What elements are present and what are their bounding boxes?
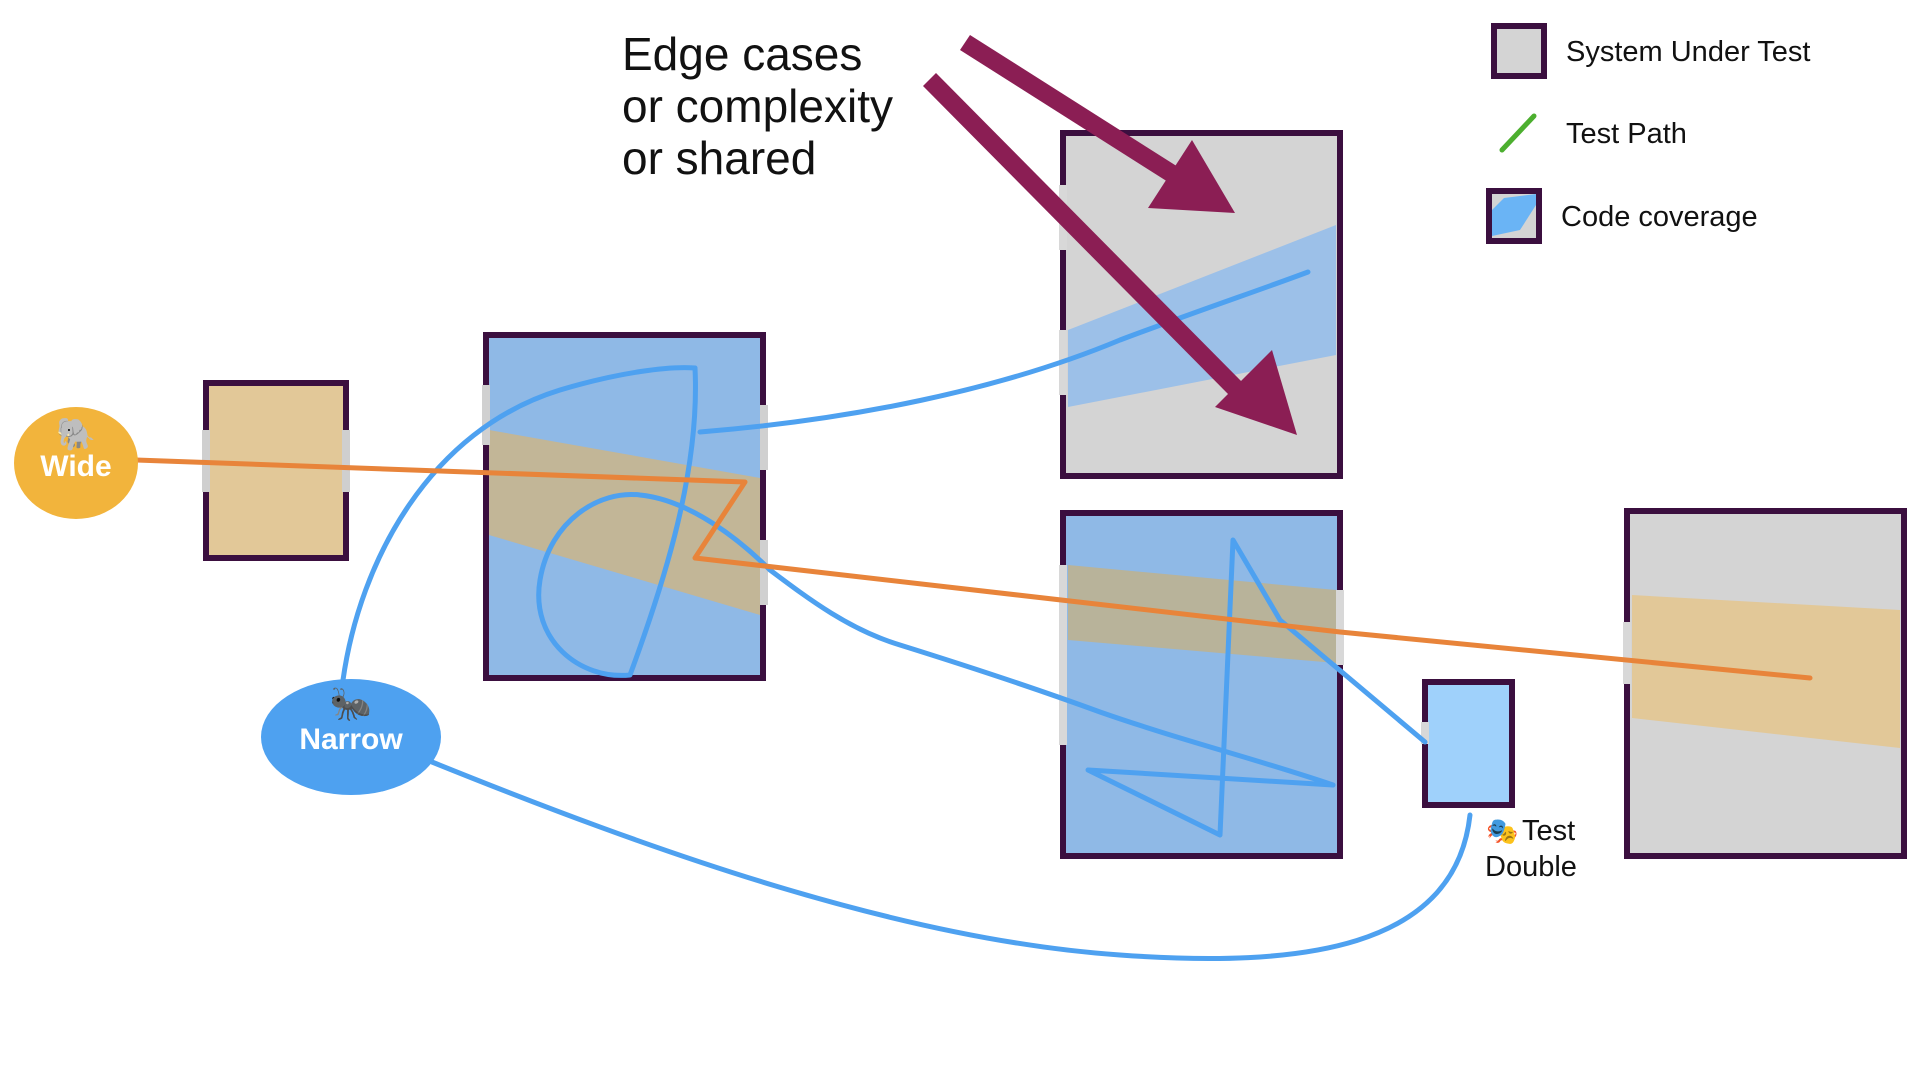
test-double-label: 🎭 Test Double xyxy=(1485,815,1577,883)
test-double-line-1: Test xyxy=(1522,815,1575,847)
legend-label-system: System Under Test xyxy=(1566,36,1810,68)
legend-label-coverage: Code coverage xyxy=(1561,201,1758,233)
test-double-box xyxy=(1421,679,1515,808)
narrow-label: Narrow xyxy=(299,723,403,756)
legend: System Under Test Test Path Code coverag… xyxy=(1486,23,1810,244)
test-double-line-2: Double xyxy=(1485,851,1577,883)
component-box-2 xyxy=(482,332,768,681)
theater-masks-icon: 🎭 xyxy=(1486,817,1518,847)
component-box-5 xyxy=(1623,508,1907,859)
legend-item-system: System Under Test xyxy=(1491,23,1810,79)
legend-label-test-path: Test Path xyxy=(1566,118,1687,150)
wide-label: Wide xyxy=(40,450,111,483)
annotation-line-1: Edge cases xyxy=(622,28,862,80)
green-line-icon xyxy=(1499,113,1537,153)
elephant-icon: 🐘 xyxy=(56,415,96,453)
system-box-icon xyxy=(1491,23,1547,79)
narrow-test-path xyxy=(340,269,1473,961)
narrow-badge: 🐜 Narrow xyxy=(261,679,441,795)
annotation-line-2: or complexity xyxy=(622,80,893,132)
wide-badge: 🐘 Wide xyxy=(14,407,138,519)
coverage-box-icon xyxy=(1486,188,1542,244)
component-box-4 xyxy=(1059,510,1344,859)
ant-icon: 🐜 xyxy=(330,684,372,724)
edge-case-arrows xyxy=(923,35,1297,435)
wide-test-path xyxy=(133,457,1813,681)
component-box-1 xyxy=(202,380,350,561)
legend-item-test-path: Test Path xyxy=(1499,113,1687,153)
edge-cases-annotation: Edge cases or complexity or shared xyxy=(622,28,893,184)
legend-item-coverage: Code coverage xyxy=(1486,188,1758,244)
annotation-line-3: or shared xyxy=(622,132,816,184)
